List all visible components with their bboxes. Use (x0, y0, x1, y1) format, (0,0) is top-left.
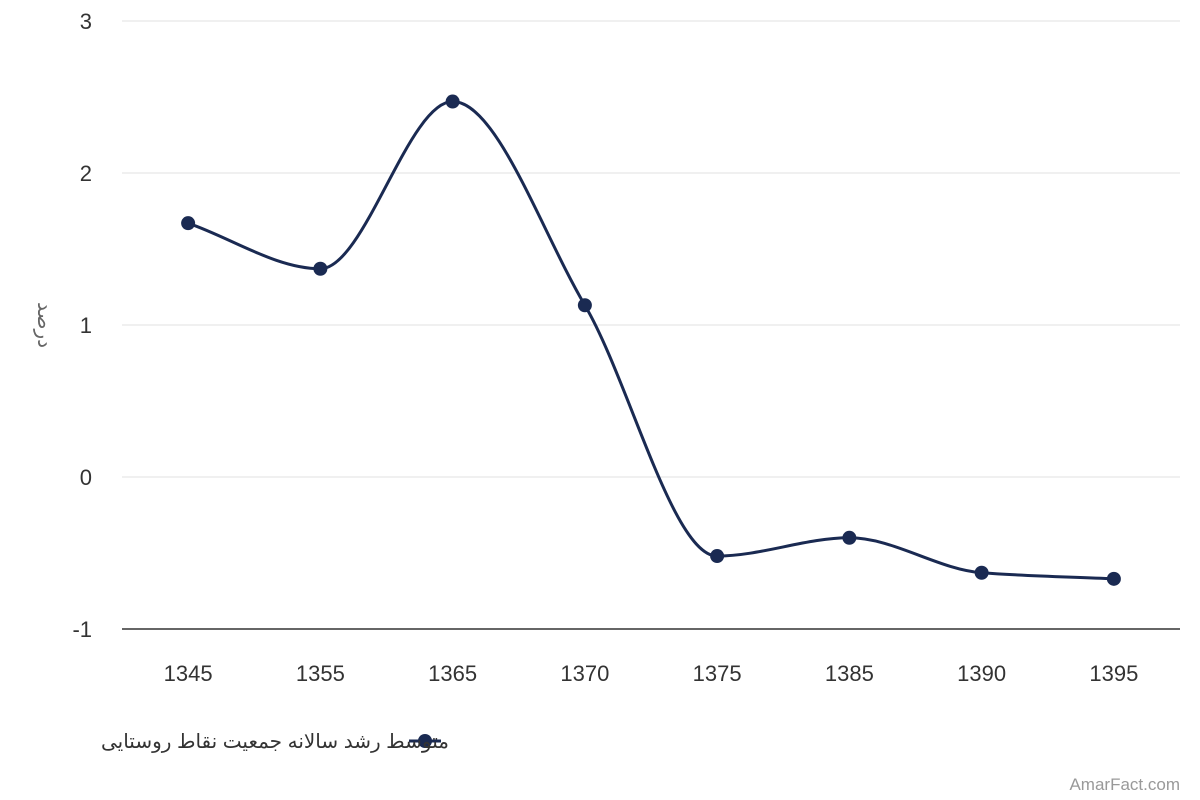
y-axis-ticks: 3 2 1 0 -1 (72, 9, 92, 642)
y-tick-label: 2 (80, 161, 92, 186)
y-tick-label: -1 (72, 617, 92, 642)
data-point[interactable] (974, 565, 989, 580)
legend[interactable]: متوسط رشد سالانه جمعیت نقاط روستایی (101, 731, 449, 753)
x-tick-label: 1355 (296, 661, 345, 686)
data-point[interactable] (445, 94, 460, 109)
y-tick-label: 1 (80, 313, 92, 338)
gridlines (122, 20, 1180, 478)
y-axis-title: درصد (33, 302, 55, 348)
x-tick-label: 1375 (693, 661, 742, 686)
series-line (187, 100, 1114, 581)
credit-text[interactable]: AmarFact.com (1069, 775, 1180, 794)
data-point[interactable] (710, 549, 725, 564)
data-point[interactable] (1106, 571, 1121, 586)
data-point[interactable] (181, 216, 196, 231)
x-tick-label: 1395 (1089, 661, 1138, 686)
data-point[interactable] (577, 298, 592, 313)
legend-dot-marker (418, 734, 432, 748)
data-points (181, 94, 1121, 586)
x-tick-label: 1385 (825, 661, 874, 686)
legend-entry: متوسط رشد سالانه جمعیت نقاط روستایی (101, 731, 449, 753)
x-tick-label: 1365 (428, 661, 477, 686)
x-tick-label: 1370 (560, 661, 609, 686)
y-tick-label: 3 (80, 9, 92, 34)
x-tick-label: 1390 (957, 661, 1006, 686)
data-point[interactable] (842, 530, 857, 545)
x-axis-ticks: 1345 1355 1365 1370 1375 1385 1390 1395 (164, 661, 1139, 686)
x-tick-label: 1345 (164, 661, 213, 686)
data-point[interactable] (313, 261, 328, 276)
y-tick-label: 0 (80, 465, 92, 490)
